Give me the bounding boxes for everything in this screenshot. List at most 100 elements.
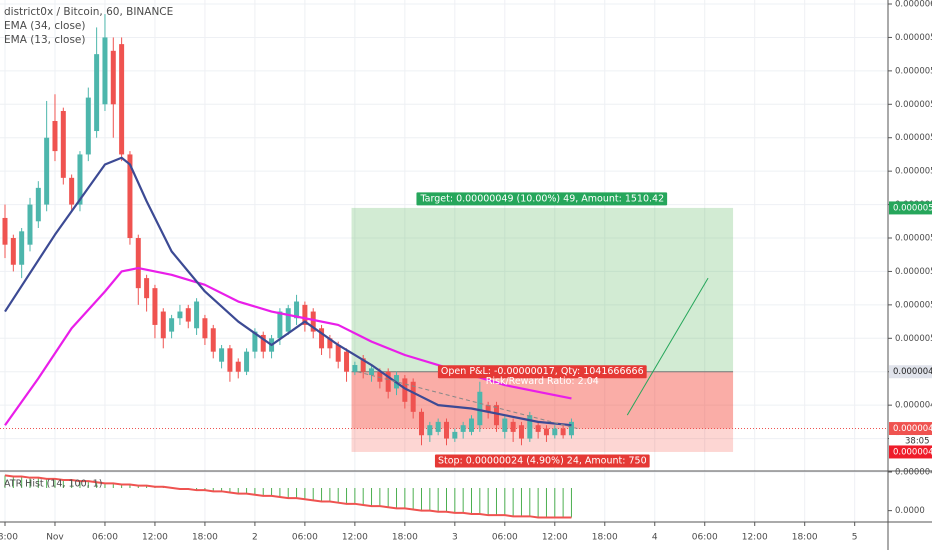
target-price: 0.00000539	[893, 203, 932, 213]
candle-body	[452, 431, 458, 439]
candle-body	[185, 308, 191, 322]
candle-body	[377, 371, 383, 382]
target-label-box	[416, 192, 668, 206]
candle-body	[102, 37, 108, 105]
candle-body	[302, 304, 308, 325]
x-tick-label: 06:00	[492, 533, 518, 543]
candle-body	[235, 361, 241, 372]
x-tick-label: 18:00	[592, 533, 618, 543]
stop-price: 0.00000466	[893, 447, 932, 457]
x-tick-label: 18:00	[792, 533, 818, 543]
indicator-label: EMA (13, close)	[4, 34, 86, 46]
candle-body	[335, 344, 341, 362]
y-tick-label: 0.00000530	[895, 234, 932, 244]
candle-body	[369, 368, 375, 376]
candle-body	[210, 328, 216, 352]
ema-line	[4, 156, 572, 427]
candle-body	[435, 421, 441, 432]
candle-body	[60, 110, 66, 178]
candle-body	[527, 415, 533, 439]
candle-body	[144, 278, 150, 299]
candle-body	[152, 288, 158, 325]
candle-body	[477, 391, 483, 426]
y-tick-label: 0.00000590	[895, 33, 932, 43]
x-tick-label: 4	[652, 533, 658, 543]
candle-body	[52, 121, 58, 152]
candle-body	[427, 425, 433, 436]
candle-body	[510, 421, 516, 432]
candle-body	[27, 204, 33, 245]
ratio-label: Risk/Reward Ratio: 2.04	[486, 376, 599, 387]
candle-body	[552, 428, 558, 436]
candle-body	[44, 137, 50, 205]
target-label: Target: 0.00000049 (10.00%) 49, Amount: …	[419, 193, 664, 204]
candle-body	[310, 311, 316, 332]
candle-body	[568, 421, 574, 436]
candle-body	[518, 425, 524, 439]
y-tick-label: 0.00000550	[895, 167, 932, 177]
candle-body	[543, 428, 549, 436]
atr-line	[4, 474, 572, 519]
candle-body	[219, 348, 225, 362]
candle-body	[227, 348, 233, 372]
trend-line	[626, 277, 709, 416]
candle-body	[485, 405, 491, 412]
candle-body	[560, 428, 566, 436]
countdown: 38:05	[905, 437, 930, 447]
candle-body	[135, 238, 141, 289]
x-tick-label: 06:00	[692, 533, 718, 543]
candle-body	[77, 154, 83, 205]
x-tick-label: 12:00	[342, 533, 368, 543]
candle-body	[127, 154, 133, 239]
candle-body	[319, 328, 325, 349]
y-tick-label: 0.00000600	[895, 0, 932, 10]
candle-body	[252, 331, 258, 352]
candle-body	[85, 97, 91, 155]
candle-body	[277, 311, 283, 339]
candle-body	[177, 311, 183, 319]
y-tick-label: 0.00000480	[895, 401, 932, 411]
x-tick-label: 18:00	[192, 533, 218, 543]
candle-body	[352, 365, 358, 372]
candle-body	[327, 338, 333, 349]
indicator-label: EMA (34, close)	[4, 20, 86, 32]
candle-body	[194, 301, 200, 329]
candle-body	[493, 405, 499, 426]
candle-body	[19, 231, 25, 265]
candle-body	[2, 217, 8, 245]
y-tick-label: 0.00000560	[895, 133, 932, 143]
candle-body	[444, 421, 449, 439]
candle-body	[94, 54, 100, 132]
candle-body	[119, 44, 125, 155]
y-tick-label: 0.00000520	[895, 267, 932, 277]
candle-body	[535, 425, 541, 432]
candle-body	[10, 238, 16, 265]
x-tick-label: Nov	[46, 533, 64, 543]
candle-body	[160, 311, 166, 339]
candle-body	[419, 411, 425, 436]
candle-body	[35, 187, 41, 222]
x-tick-label: 12:00	[742, 533, 768, 543]
atr-tick-label: 0.0000	[895, 506, 925, 516]
candle-body	[360, 358, 366, 372]
x-tick-label: 06:00	[292, 533, 318, 543]
candle-body	[344, 351, 350, 372]
x-tick-label: 2	[252, 533, 258, 543]
candle-body	[110, 50, 116, 105]
plot: Target: 0.00000049 (10.00%) 49, Amount: …	[0, 14, 888, 519]
y-tick-label: 0.00000460	[895, 468, 932, 478]
countdown-box	[889, 435, 932, 448]
grid	[0, 0, 888, 522]
candle-body	[285, 308, 291, 332]
x-tick-label: 3	[452, 533, 458, 543]
x-tick-label: 18:00	[392, 533, 418, 543]
chart-title: district0x / Bitcoin, 60, BINANCE	[4, 6, 173, 18]
x-tick-label: 18:00	[0, 533, 18, 543]
target-zone	[351, 207, 734, 372]
candle-body	[169, 318, 175, 332]
candle-body	[410, 381, 416, 412]
candle-body	[468, 418, 474, 432]
pnl-label: Open P&L: -0.00000017, Qty: 1041666666	[441, 366, 644, 377]
